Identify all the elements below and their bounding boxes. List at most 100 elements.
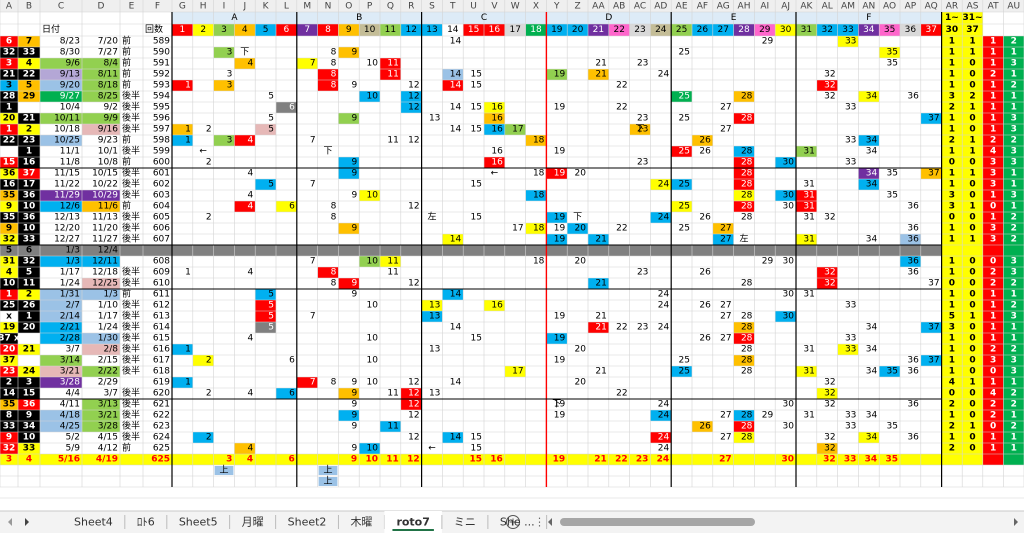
sheet-tab[interactable]: She ... [500, 516, 535, 529]
number-cell: 5 [268, 180, 274, 190]
number-header-bg [692, 24, 713, 36]
sheet-tab[interactable]: ミニ [454, 516, 476, 529]
cell-fill [18, 278, 40, 289]
number-cell: 1 [185, 268, 191, 278]
number-cell: 34 [866, 345, 878, 355]
number-cell: 17 [512, 367, 523, 377]
cell-text: 3/28 [60, 378, 80, 388]
tab-more[interactable]: ⋮ [534, 516, 545, 529]
range-start: 1~ [945, 13, 959, 23]
summary-cell: 0 [969, 158, 975, 168]
number-cell: 26 [699, 422, 711, 432]
sheet-tab[interactable]: ﾛﾄ6 [137, 516, 155, 529]
summary-cell: 1 [990, 59, 996, 69]
cell-text: 後半 [122, 409, 140, 421]
number-cell: 32 [823, 455, 836, 465]
number-cell: 9 [351, 191, 357, 201]
sheet-tab[interactable]: 木曜 [350, 516, 372, 529]
cell-text: 15 [3, 158, 16, 168]
number-cell: 34 [866, 411, 878, 421]
cell-fill [0, 256, 18, 267]
number-cell: 36 [907, 400, 919, 410]
number-cell: 3 [226, 455, 232, 465]
active-tab-bg [384, 511, 442, 533]
cell-fill [82, 410, 120, 421]
summary-cell: 3 [949, 202, 955, 212]
cell-fill [546, 168, 568, 179]
number-cell: 25 [679, 202, 690, 212]
summary-cell: 0 [969, 213, 975, 223]
sheet-tab[interactable]: Sheet2 [288, 516, 327, 529]
summary-cell: 0 [969, 367, 975, 377]
summary-cell: 0 [969, 301, 975, 311]
cell-fill [816, 443, 838, 454]
number-cell: 28 [741, 202, 753, 212]
column-letter: AG [717, 2, 730, 12]
cell-text: 後半 [122, 310, 140, 322]
cell-text: 8/18 [98, 81, 118, 91]
summary-cell: 1 [990, 213, 996, 223]
summary-cell: 1 [1011, 169, 1017, 179]
sheet-tab[interactable]: Sheet5 [179, 516, 218, 529]
cell-fill [380, 421, 401, 432]
cell-fill [546, 234, 568, 245]
note-cell: 下 [635, 125, 644, 135]
cell-text: 10 [23, 224, 36, 234]
scroll-thumb[interactable] [560, 518, 755, 526]
summary-cell: 0 [969, 444, 975, 454]
number-cell: 30 [783, 312, 795, 322]
number-header: 10 [364, 25, 376, 35]
cell-text: 23 [23, 136, 36, 146]
cell-text: 1/24 [60, 279, 80, 289]
add-sheet-plus [509, 518, 517, 526]
cell-text: 25 [3, 301, 16, 311]
cell-fill [900, 234, 921, 245]
summary-cell: 1 [969, 235, 975, 245]
scroll-left[interactable] [548, 518, 552, 526]
number-cell: 28 [741, 422, 753, 432]
sheet-tab[interactable]: roto7 [396, 516, 429, 529]
column-letter: AE [676, 2, 688, 12]
summary-cell: 2 [949, 400, 955, 410]
number-cell: 9 [351, 81, 357, 91]
column-letter: AU [1007, 2, 1020, 12]
number-header-bg [380, 24, 401, 36]
sheet-tab[interactable]: 月曜 [242, 516, 264, 529]
cell-text: 11/6 [98, 202, 118, 212]
cell-text: 1 [26, 312, 32, 322]
cell-text: 12/18 [92, 268, 118, 278]
number-cell: 23 [637, 158, 648, 168]
number-cell: 28 [741, 345, 753, 355]
tab-next[interactable] [25, 518, 29, 526]
summary-cell: 2 [1011, 422, 1017, 432]
number-cell: 2 [206, 158, 212, 168]
number-cell: 8 [331, 70, 337, 80]
cell-text: 前 [122, 442, 131, 454]
number-cell: 19 [554, 312, 566, 322]
cell-fill [733, 322, 755, 333]
cell-text: 後半 [122, 211, 140, 223]
cell-fill [421, 311, 443, 322]
tab-prev[interactable] [8, 518, 12, 526]
cell-text: 599 [153, 147, 170, 157]
cell-fill [0, 333, 18, 344]
scroll-right[interactable] [1014, 518, 1018, 526]
cell-fill [0, 135, 18, 146]
cell-text: 12/20 [54, 224, 80, 234]
cell-text: 後半 [122, 266, 140, 278]
sheet-tab[interactable]: Sheet4 [74, 516, 113, 529]
summary-cell: 1 [949, 37, 955, 47]
cell-fill [18, 366, 40, 377]
number-cell: 11 [387, 389, 398, 399]
cell-fill [0, 267, 18, 278]
cell-text: 5 [26, 81, 32, 91]
number-cell: 24 [658, 301, 670, 311]
cell-text: 618 [153, 367, 170, 377]
column-letter: W [511, 2, 520, 12]
summary-cell: 1 [949, 257, 955, 267]
group-header-bg [796, 12, 942, 24]
summary-cell: 1 [969, 202, 975, 212]
add-sheet[interactable] [506, 515, 520, 529]
number-cell: 16 [491, 301, 503, 311]
number-cell: 19 [554, 103, 566, 113]
